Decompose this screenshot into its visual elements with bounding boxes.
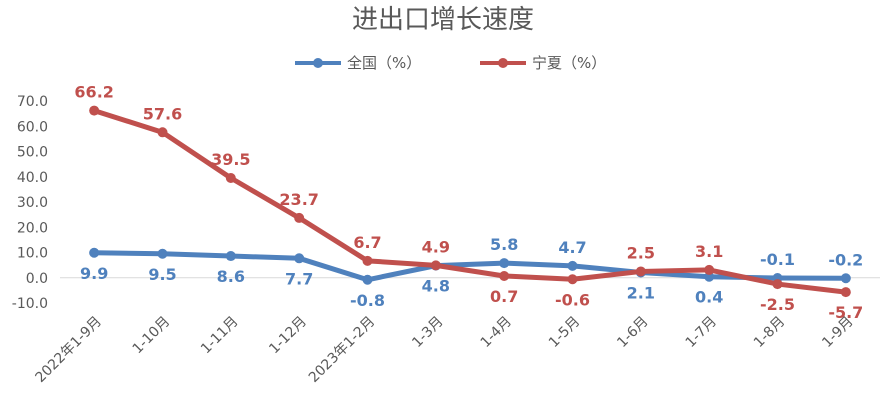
y-tick-label: -10.0	[12, 296, 48, 312]
data-label: 7.7	[285, 269, 313, 288]
data-point	[89, 247, 100, 258]
data-label: 9.5	[148, 265, 176, 284]
data-point	[362, 274, 373, 285]
y-tick-label: 20.0	[17, 220, 48, 236]
data-label: 39.5	[211, 150, 250, 169]
data-point	[225, 173, 236, 184]
data-label: 9.9	[80, 264, 108, 283]
x-tick-label: 1-7月	[683, 314, 720, 351]
data-label: 6.7	[353, 233, 381, 252]
legend-label-1: 全国（%）	[347, 54, 421, 72]
legend-label-2: 宁夏（%）	[532, 54, 606, 72]
data-label: 2.5	[627, 243, 655, 262]
y-tick-label: 40.0	[17, 170, 48, 186]
data-point	[704, 264, 715, 275]
data-label: 3.1	[695, 242, 723, 261]
data-point	[157, 248, 168, 259]
y-tick-label: 10.0	[17, 246, 48, 262]
y-axis: -10.0 0.0 10.0 20.0 30.0 40.0 50.0 60.0 70.0	[12, 94, 48, 312]
data-point	[157, 127, 168, 138]
data-point	[840, 287, 851, 298]
data-label: 4.9	[422, 237, 450, 256]
data-label: 5.8	[490, 235, 518, 254]
series-line-2	[91, 108, 849, 295]
data-label: -0.2	[828, 250, 863, 269]
x-tick-label: 2022年1-9月	[33, 314, 105, 386]
data-point	[567, 274, 578, 285]
plot-area: 9.9 9.5 8.6 7.7 -0.8 4.8 5.8 4.7 2.1 0.4 -0.1 -0.2 6…	[74, 83, 863, 323]
data-label: 0.7	[490, 287, 518, 306]
data-label: 23.7	[279, 190, 318, 209]
data-label: -0.8	[350, 291, 385, 310]
data-label: 66.2	[74, 83, 113, 102]
x-tick-label: 1-12月	[266, 314, 310, 358]
chart-title: 进出口增长速度	[352, 5, 534, 35]
y-tick-label: 70.0	[17, 94, 48, 110]
x-tick-label: 1-8月	[751, 314, 788, 351]
x-tick-label: 1-5月	[546, 314, 583, 351]
data-label: 0.4	[695, 288, 723, 307]
series-line-1	[91, 250, 849, 283]
x-tick-label: 1-6月	[614, 314, 651, 351]
legend-marker-1	[313, 58, 323, 68]
data-label: 8.6	[217, 267, 245, 286]
x-tick-label: 2023年1-2月	[306, 314, 378, 386]
legend-marker-2	[498, 58, 508, 68]
data-point	[430, 260, 441, 271]
x-tick-label: 1-11月	[198, 314, 242, 358]
data-point	[499, 258, 510, 269]
data-point	[840, 273, 851, 284]
data-label: 4.8	[422, 277, 450, 296]
y-tick-label: 30.0	[17, 195, 48, 211]
data-label: 57.6	[143, 104, 182, 123]
data-point	[294, 253, 305, 264]
y-tick-label: 60.0	[17, 119, 48, 135]
legend: 全国（%） 宁夏（%）	[295, 54, 606, 72]
data-label: -0.1	[760, 250, 795, 269]
data-point	[294, 212, 305, 223]
data-label: -5.7	[828, 303, 863, 322]
data-point	[499, 270, 510, 281]
data-label: -2.5	[760, 295, 795, 314]
data-point	[362, 255, 373, 266]
data-label: 2.1	[627, 283, 655, 302]
x-tick-label: 1-10月	[130, 314, 174, 358]
data-point	[635, 266, 646, 277]
x-tick-label: 1-3月	[409, 314, 446, 351]
data-point	[567, 260, 578, 271]
data-label: -0.6	[555, 290, 590, 309]
y-tick-label: 0.0	[26, 271, 48, 287]
data-point	[772, 279, 783, 290]
data-point	[89, 105, 100, 116]
y-tick-label: 50.0	[17, 145, 48, 161]
x-tick-label: 1-4月	[478, 314, 515, 351]
data-point	[225, 251, 236, 262]
data-label: 4.7	[558, 238, 586, 257]
